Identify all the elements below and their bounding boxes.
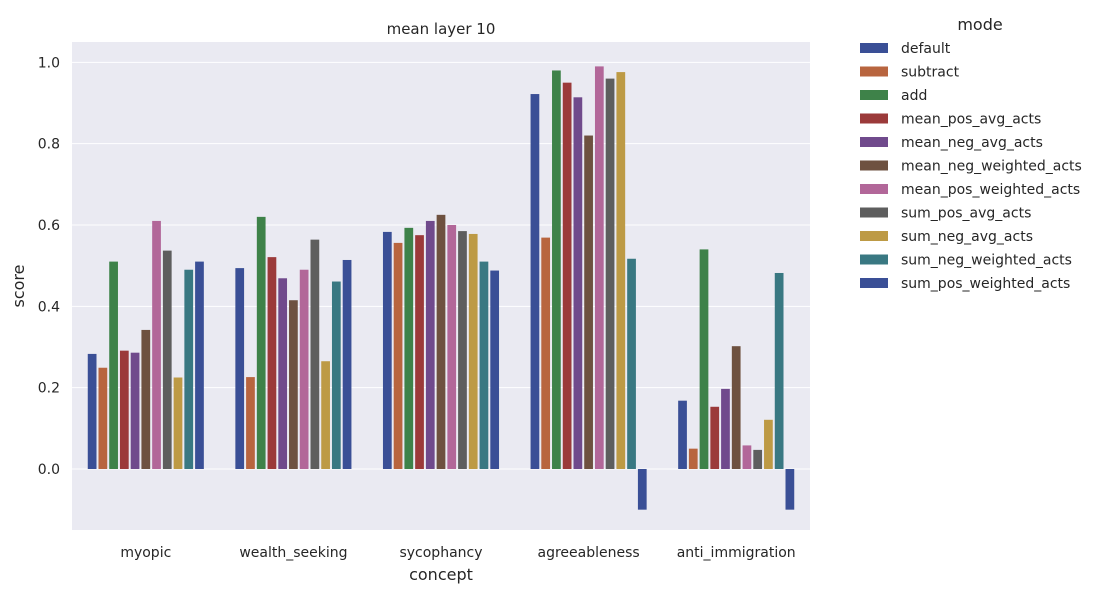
bar [289, 300, 298, 469]
bar [468, 233, 478, 469]
bar [382, 231, 392, 469]
x-tick-label: myopic [120, 545, 171, 561]
bar [87, 353, 97, 469]
legend-swatch [860, 207, 888, 218]
y-tick-label: 0.2 [38, 381, 60, 397]
bar [594, 66, 604, 470]
legend-title: mode [957, 15, 1002, 34]
bar [141, 329, 151, 469]
legend-swatch [860, 231, 888, 241]
bar [267, 257, 277, 469]
bar [184, 269, 194, 469]
x-tick-label: sycophancy [399, 545, 482, 561]
y-tick-label: 1.0 [38, 55, 60, 71]
legend-swatch [860, 90, 888, 100]
legend-label: mean_pos_weighted_acts [901, 182, 1080, 198]
legend-label: sum_pos_weighted_acts [901, 276, 1070, 292]
bar [415, 235, 424, 469]
bar [195, 261, 204, 469]
x-axis-label: concept [409, 565, 473, 584]
legend: mode default subtract add mean_pos_avg_acts… [860, 15, 1082, 292]
y-tick-label: 0.8 [38, 137, 60, 153]
bar [393, 242, 403, 469]
bar [774, 272, 784, 469]
bar [605, 78, 615, 469]
bar [235, 268, 245, 469]
bar [173, 377, 183, 469]
legend-items: default subtract add mean_pos_avg_acts mean_… [860, 41, 1082, 292]
bar [479, 261, 489, 469]
legend-label: add [901, 88, 927, 104]
y-tick-labels: 0.0 0.2 0.4 0.6 0.8 1.0 [38, 55, 60, 478]
bar [721, 388, 730, 469]
bar [699, 249, 709, 469]
legend-swatch [860, 278, 888, 288]
legend-swatch [860, 184, 888, 194]
bar [637, 469, 647, 510]
legend-label: sum_pos_avg_acts [901, 206, 1031, 222]
bar [425, 220, 435, 469]
chart-title: mean layer 10 [387, 20, 496, 38]
bar [530, 94, 540, 469]
bar [490, 270, 500, 469]
y-tick-label: 0.4 [38, 299, 60, 315]
legend-label: default [901, 41, 951, 57]
bar [764, 419, 773, 469]
legend-swatch [860, 137, 888, 147]
legend-label: mean_pos_avg_acts [901, 112, 1041, 128]
bar [742, 445, 752, 469]
bar [573, 97, 583, 469]
bar [98, 367, 108, 469]
legend-swatch [860, 113, 888, 124]
bar [278, 278, 288, 469]
legend-swatch [860, 43, 888, 53]
bar [310, 239, 320, 469]
bar [152, 220, 161, 469]
bar [299, 269, 309, 469]
x-tick-label: wealth_seeking [239, 545, 347, 561]
legend-swatch [860, 66, 888, 77]
bar [731, 346, 741, 469]
y-tick-label: 0.6 [38, 218, 60, 234]
bar [753, 449, 763, 469]
legend-label: sum_neg_avg_acts [901, 229, 1033, 245]
bar [130, 352, 140, 469]
x-tick-label: agreeableness [538, 545, 640, 561]
legend-swatch [860, 254, 888, 265]
x-tick-labels: myopic wealth_seeking sycophancy agreeablen… [120, 545, 795, 561]
bar [119, 350, 129, 469]
bar [162, 250, 172, 469]
legend-label: sum_neg_weighted_acts [901, 253, 1072, 269]
bar [584, 135, 593, 470]
bar [541, 237, 551, 469]
bar [562, 82, 572, 470]
bar [109, 261, 118, 469]
y-tick-label: 0.0 [38, 462, 60, 478]
bar [436, 214, 446, 469]
bar [627, 258, 636, 469]
bar [785, 469, 795, 510]
bar [458, 231, 467, 469]
bar [447, 225, 457, 469]
bar [331, 281, 341, 469]
bar [404, 227, 414, 469]
bar [552, 70, 561, 469]
bar [616, 72, 626, 470]
bar [710, 406, 720, 469]
bar [256, 216, 266, 469]
y-axis-label: score [9, 265, 28, 308]
bar [321, 361, 330, 469]
legend-swatch [860, 160, 888, 171]
bars [87, 66, 795, 510]
legend-label: mean_neg_weighted_acts [901, 159, 1082, 175]
legend-label: subtract [901, 65, 960, 81]
bar [678, 400, 687, 469]
x-tick-label: anti_immigration [677, 545, 796, 561]
bar [688, 448, 698, 469]
bar [342, 259, 352, 469]
legend-label: mean_neg_avg_acts [901, 135, 1043, 151]
bar [246, 377, 255, 469]
